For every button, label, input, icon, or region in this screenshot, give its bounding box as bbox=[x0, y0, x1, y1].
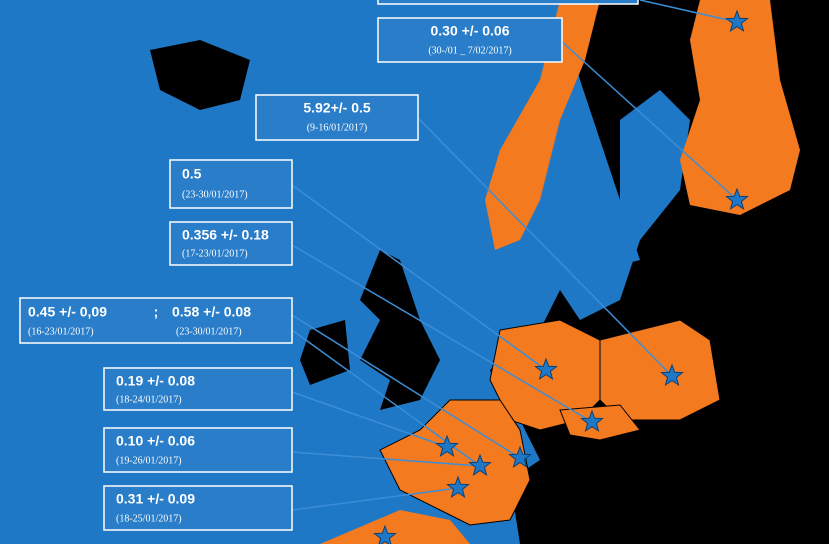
label-period: (17-23/01/2017) bbox=[182, 248, 248, 259]
connector bbox=[291, 184, 547, 371]
label-box bbox=[103, 485, 293, 531]
site-star bbox=[725, 187, 749, 211]
label-value: 0.19 +/- 0.08 bbox=[116, 373, 195, 389]
label-value: 0.31 +/- 0.09 bbox=[116, 491, 195, 507]
label-value: 0.45 +/- 0,09 bbox=[28, 304, 107, 320]
iceland bbox=[150, 40, 250, 110]
poland bbox=[599, 319, 721, 421]
label-box bbox=[169, 159, 293, 209]
connector bbox=[291, 314, 521, 459]
label-value: 0.356 +/- 0.18 bbox=[182, 227, 269, 243]
baltic-sea bbox=[560, 90, 690, 320]
label-period: (16-23/01/2017) bbox=[28, 326, 94, 337]
label-box bbox=[377, 0, 639, 5]
connector bbox=[291, 451, 481, 467]
label-box bbox=[19, 297, 293, 344]
site-star bbox=[435, 434, 459, 458]
spain bbox=[320, 510, 470, 544]
label-period: (18-25/01/2017) bbox=[116, 513, 182, 524]
finland bbox=[680, 0, 800, 215]
connector bbox=[291, 244, 593, 423]
ireland bbox=[300, 320, 350, 385]
label-period: (23-30/01/2017) bbox=[182, 189, 248, 200]
connector bbox=[639, 0, 738, 23]
site-star bbox=[468, 453, 492, 477]
label-value: 0.10 +/- 0.06 bbox=[116, 433, 195, 449]
label-period: (23-30/01/2017) bbox=[176, 326, 242, 337]
label-separator: ; bbox=[154, 304, 159, 320]
label-box bbox=[103, 427, 293, 473]
label-period: (30-/01 _ 7/02/2017) bbox=[428, 45, 511, 56]
site-star bbox=[725, 9, 749, 33]
label-box bbox=[377, 17, 563, 63]
label-value: 0.5 bbox=[182, 166, 202, 182]
label-period: (18-24/01/2017) bbox=[116, 394, 182, 405]
stars bbox=[373, 9, 749, 544]
site-star bbox=[446, 475, 470, 499]
label-value: 0.58 +/- 0.08 bbox=[172, 304, 251, 320]
label-value: 5.92+/- 0.5 bbox=[303, 100, 371, 116]
site-star bbox=[660, 363, 684, 387]
label-period: (19-26/01/2017) bbox=[116, 455, 182, 466]
connector bbox=[291, 391, 448, 448]
site-star bbox=[373, 524, 397, 544]
site-star bbox=[580, 409, 604, 433]
label-box bbox=[103, 367, 293, 411]
label-period: (9-16/01/2017) bbox=[307, 122, 368, 133]
norway bbox=[485, 0, 600, 250]
connector bbox=[417, 117, 673, 377]
label-box bbox=[169, 221, 293, 266]
site-star bbox=[508, 445, 532, 469]
connector bbox=[291, 487, 459, 511]
connector bbox=[559, 39, 738, 201]
connectors bbox=[291, 0, 738, 511]
site-star bbox=[534, 357, 558, 381]
czechia bbox=[559, 404, 641, 441]
label-value: 0.30 +/- 0.06 bbox=[430, 23, 509, 39]
label-box bbox=[255, 94, 419, 141]
